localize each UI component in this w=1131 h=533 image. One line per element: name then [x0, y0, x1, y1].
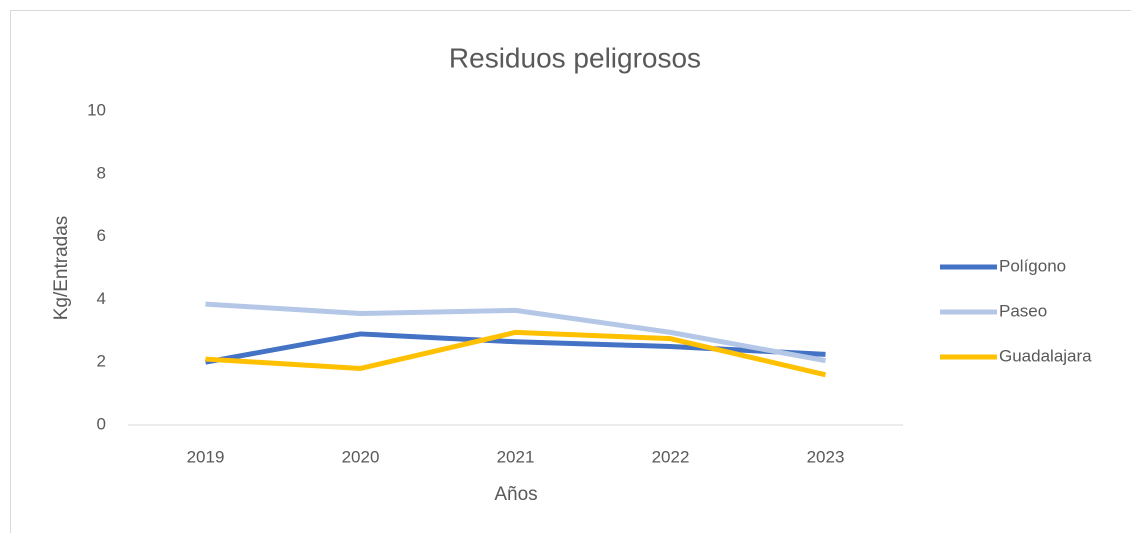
series-line [205, 331, 826, 365]
y-tick-label: 6 [97, 226, 106, 245]
series-line [205, 329, 827, 378]
y-tick-label: 10 [87, 100, 106, 119]
legend-label: Polígono [999, 256, 1066, 275]
legend-label: Paseo [999, 301, 1047, 320]
y-tick-label: 2 [97, 352, 106, 371]
x-tick-label: 2022 [652, 447, 690, 466]
y-tick-label: 4 [97, 289, 106, 308]
x-tick-label: 2020 [342, 447, 380, 466]
chart-title: Residuos peligrosos [449, 42, 701, 73]
y-axis-label: Kg/Entradas [51, 216, 72, 321]
y-tick-label: 8 [97, 163, 106, 182]
legend-label: Guadalajara [999, 346, 1092, 365]
chart-frame [10, 10, 1131, 533]
y-tick-label: 0 [97, 414, 106, 433]
x-tick-label: 2023 [807, 447, 845, 466]
series-line [205, 301, 826, 364]
x-tick-label: 2021 [497, 447, 535, 466]
x-tick-label: 2019 [187, 447, 225, 466]
x-axis-label: Años [494, 484, 537, 505]
